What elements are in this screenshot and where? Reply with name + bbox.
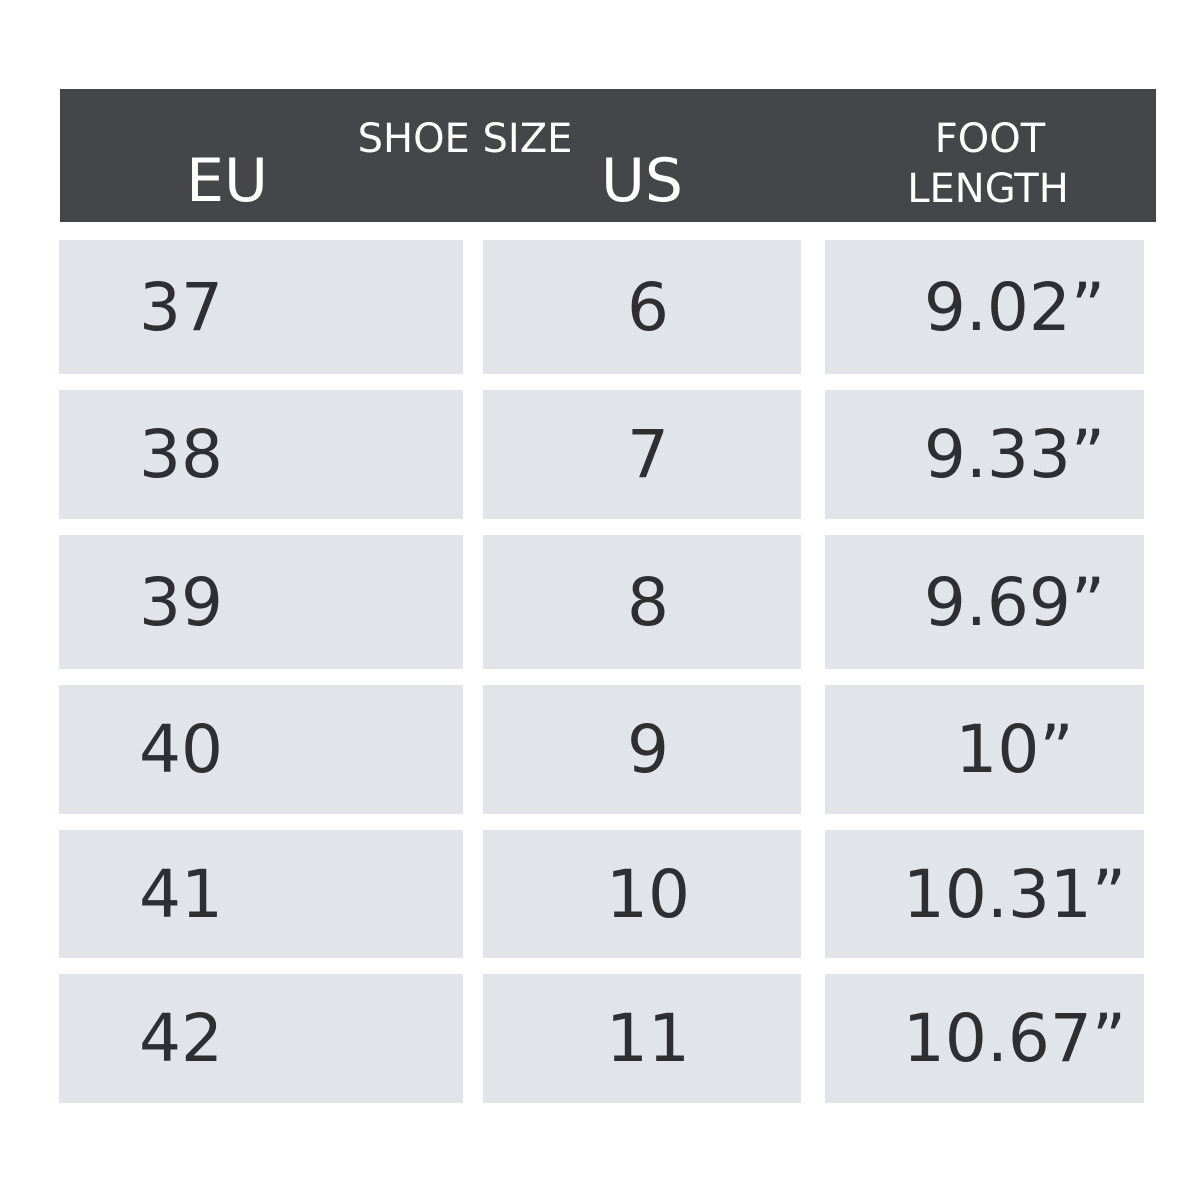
table-cell-us: 11 [483,974,801,1103]
table-cell-us: 6 [483,240,801,374]
cell-value: 9 [627,711,669,788]
table-cell-us: 8 [483,535,801,669]
table-cell-foot: 9.33” [825,390,1144,519]
header-us: US [600,146,684,216]
cell-value: 6 [627,268,669,346]
cell-value: 9.02” [923,268,1106,346]
cell-value: 10.31” [902,855,1127,933]
cell-value: 11 [606,1000,690,1077]
table-cell-us: 9 [483,685,801,814]
cell-value: 9.69” [923,563,1106,641]
cell-value: 41 [139,855,223,933]
cell-value: 38 [139,416,223,493]
table-cell-foot: 9.02” [825,240,1144,374]
table-cell-foot: 10.67” [825,974,1144,1103]
table-cell-eu: 39 [59,535,463,669]
cell-value: 40 [139,711,223,788]
cell-value: 10” [955,711,1074,788]
table-cell-foot: 9.69” [825,535,1144,669]
cell-value: 10 [606,855,690,933]
header-foot: FOOT [934,116,1046,162]
header-eu: EU [186,146,268,216]
table-cell-eu: 40 [59,685,463,814]
cell-value: 39 [139,563,223,641]
header-shoe-size: SHOE SIZE [357,116,573,162]
table-cell-eu: 41 [59,830,463,958]
table-header: EU SHOE SIZE US FOOT LENGTH [60,89,1156,222]
cell-value: 42 [139,1000,223,1077]
cell-value: 37 [139,268,223,346]
cell-value: 10.67” [902,1000,1127,1077]
table-cell-foot: 10.31” [825,830,1144,958]
header-length: LENGTH [907,166,1069,212]
table-cell-eu: 37 [59,240,463,374]
table-cell-foot: 10” [825,685,1144,814]
cell-value: 8 [627,563,669,641]
cell-value: 7 [627,416,669,493]
table-cell-eu: 38 [59,390,463,519]
table-cell-eu: 42 [59,974,463,1103]
table-cell-us: 7 [483,390,801,519]
cell-value: 9.33” [923,416,1106,493]
table-cell-us: 10 [483,830,801,958]
